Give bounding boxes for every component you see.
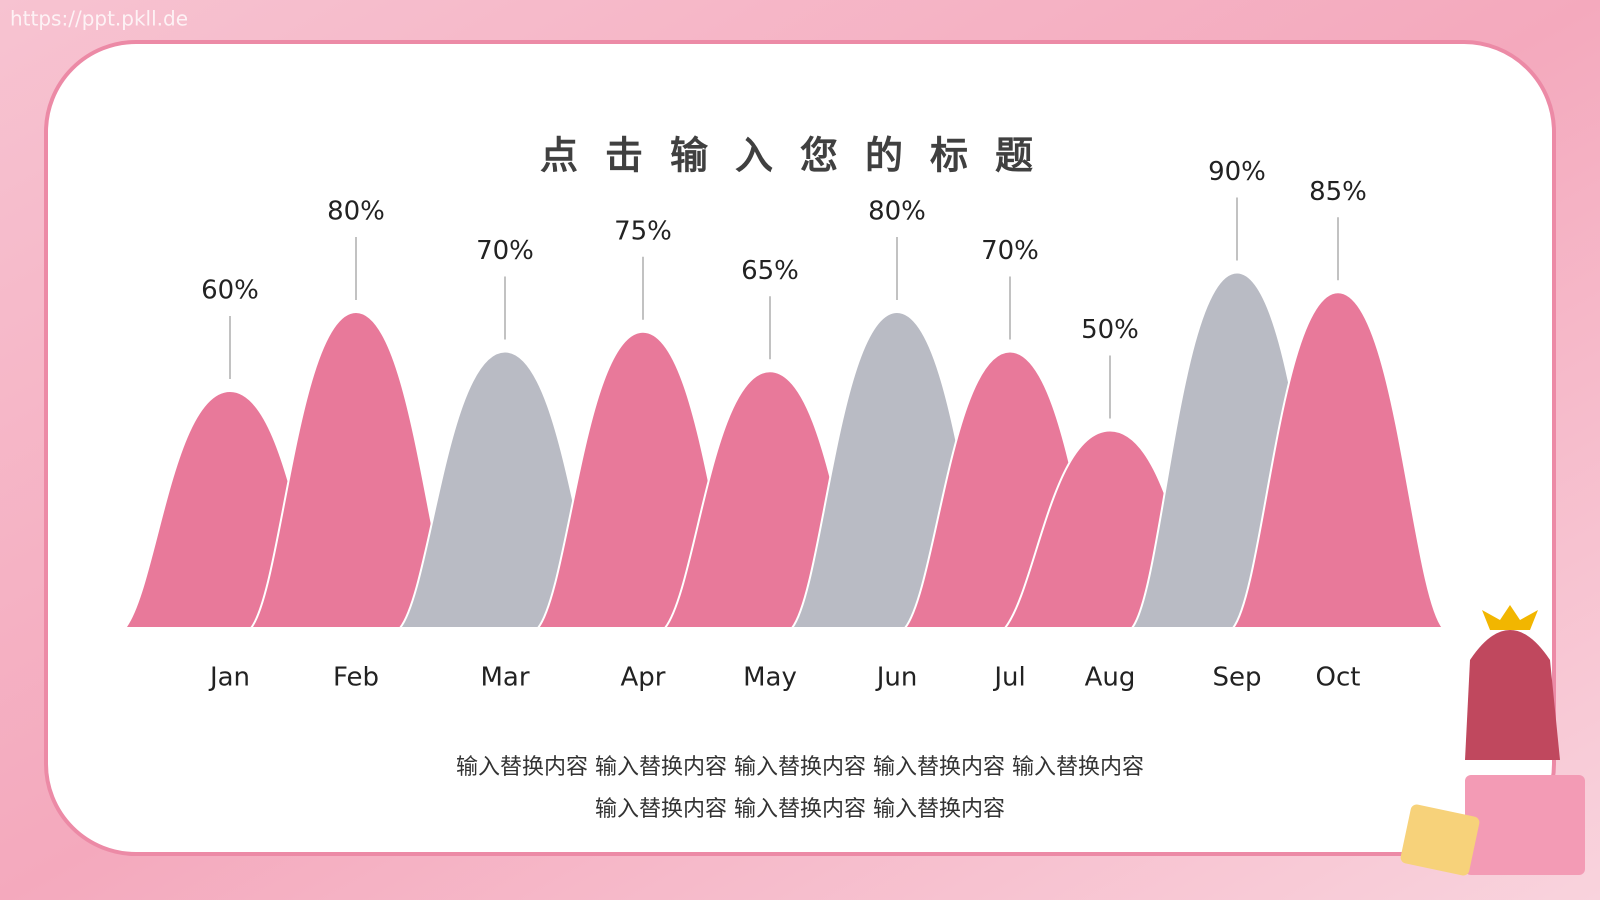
x-tick-label: May bbox=[743, 663, 797, 693]
value-label: 70% bbox=[981, 236, 1039, 266]
mountain bbox=[1230, 291, 1446, 629]
value-label: 90% bbox=[1208, 157, 1266, 187]
value-label: 80% bbox=[868, 197, 926, 227]
caption: 输入替换内容 输入替换内容 输入替换内容 输入替换内容 输入替换内容 bbox=[456, 755, 1144, 780]
chart-title: 点击输入您的标题 bbox=[540, 134, 1060, 178]
decoration bbox=[1400, 605, 1585, 876]
value-label: 65% bbox=[741, 256, 799, 286]
value-label: 80% bbox=[327, 197, 385, 227]
x-tick-label: Apr bbox=[621, 663, 666, 693]
x-tick-label: Jan bbox=[208, 663, 250, 693]
x-tick-label: Aug bbox=[1085, 663, 1136, 693]
x-tick-label: Oct bbox=[1316, 663, 1361, 693]
x-tick-label: Sep bbox=[1212, 663, 1261, 693]
watermark: https://ppt.pkll.de bbox=[10, 7, 188, 31]
value-label: 75% bbox=[614, 216, 672, 246]
x-tick-label: Jun bbox=[875, 663, 918, 693]
caption: 输入替换内容 输入替换内容 输入替换内容 bbox=[595, 797, 1005, 822]
plot: 60% Jan 80% Feb 70% Mar 75% Apr 65% May 80% Jun 70% J… bbox=[122, 157, 1446, 693]
x-tick-label: Jul bbox=[992, 663, 1025, 693]
value-label: 85% bbox=[1309, 177, 1367, 207]
x-tick-label: Feb bbox=[333, 663, 379, 693]
value-label: 50% bbox=[1081, 315, 1139, 345]
value-label: 70% bbox=[476, 236, 534, 266]
value-label: 60% bbox=[201, 276, 259, 306]
x-tick-label: Mar bbox=[480, 663, 529, 693]
